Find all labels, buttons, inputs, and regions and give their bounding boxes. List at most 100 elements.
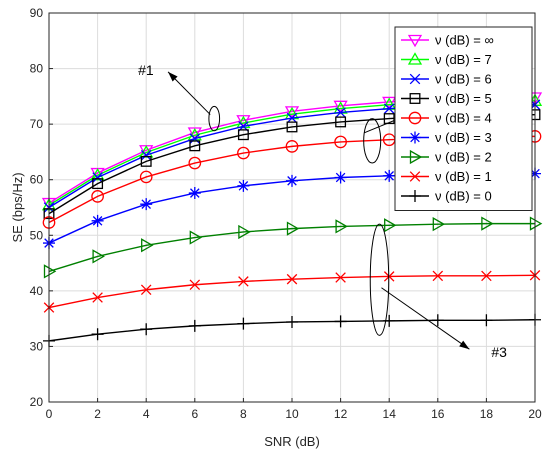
data-point (92, 292, 103, 303)
y-tick-label: 30 (30, 339, 44, 353)
legend-swatch-marker (409, 149, 423, 165)
data-point (43, 264, 57, 279)
data-point (91, 214, 104, 227)
legend-label: ν (dB) = 0 (435, 189, 492, 204)
legend-swatch-marker (407, 52, 423, 65)
x-tick-label: 20 (528, 407, 542, 421)
legend-label: ν (dB) = 2 (435, 150, 492, 165)
legend-label: ν (dB) = 6 (435, 72, 492, 87)
annotation-ellipse (363, 118, 382, 164)
x-tick-label: 6 (191, 407, 198, 421)
data-point (286, 221, 300, 236)
legend-label: ν (dB) = 7 (435, 52, 492, 67)
legend-label: ν (dB) = 1 (435, 169, 492, 184)
x-tick-label: 16 (431, 407, 445, 421)
legend-label: ν (dB) = 4 (435, 111, 492, 126)
annotation-label: #1 (138, 62, 154, 78)
y-tick-label: 60 (30, 173, 44, 187)
data-point (285, 140, 299, 153)
x-tick-label: 10 (285, 407, 299, 421)
data-point (188, 319, 201, 332)
data-point (139, 170, 153, 184)
data-point (189, 230, 203, 245)
axis-ticks: 0 2 4 6 8 10 12 14 16 18 20 20 30 40 50 60 70 80 90 (30, 6, 542, 421)
legend-swatch-marker (409, 131, 421, 144)
legend-entry: ν (dB) = 1 (401, 169, 492, 184)
y-tick-label: 50 (30, 228, 44, 242)
data-point (480, 314, 493, 327)
y-tick-label: 80 (30, 62, 44, 76)
data-point (431, 314, 444, 327)
data-point (91, 328, 104, 341)
data-point (335, 219, 348, 234)
data-point (237, 146, 250, 160)
data-point (334, 315, 347, 328)
legend-swatch-marker (409, 93, 421, 104)
legend-swatch-marker (409, 73, 421, 85)
legend-entry: ν (dB) = 2 (401, 150, 492, 165)
data-point (335, 272, 346, 283)
annotation-ellipse (369, 223, 390, 336)
legend-label: ν (dB) = ∞ (435, 33, 494, 48)
legend: ν (dB) = ∞ ν (dB) = 7 ν (dB) = 6 ν (dB) = 5… (394, 26, 533, 211)
data-point (238, 276, 249, 287)
data-point (238, 224, 251, 240)
data-point (92, 249, 105, 264)
data-point (383, 169, 396, 182)
data-point (432, 217, 446, 232)
data-point (335, 116, 347, 128)
data-point (140, 150, 152, 161)
data-point (383, 103, 395, 114)
arrow-head (459, 340, 470, 350)
annotation-ellipse (208, 105, 221, 132)
x-tick-label: 18 (480, 407, 494, 421)
data-point (335, 107, 346, 118)
data-point (187, 127, 202, 141)
data-point (286, 174, 298, 187)
legend-label: ν (dB) = 3 (435, 130, 492, 145)
annotation-label: #3 (491, 344, 507, 360)
data-point (481, 216, 494, 231)
data-point (384, 218, 397, 233)
x-tick-label: 8 (240, 407, 247, 421)
data-point (236, 115, 251, 129)
data-point (334, 171, 347, 184)
data-point (481, 270, 492, 282)
legend-entry: ν (dB) = 6 (401, 72, 492, 87)
y-tick-label: 70 (30, 117, 44, 131)
data-point (237, 317, 250, 330)
x-tick-label: 0 (46, 407, 53, 421)
legend-label: ν (dB) = 5 (435, 91, 492, 106)
legend-swatch-marker (408, 111, 422, 125)
data-point (237, 179, 250, 192)
legend-entry: ν (dB) = 7 (401, 52, 492, 67)
x-tick-label: 2 (94, 407, 101, 421)
data-point (383, 271, 395, 282)
annotation-arrow (167, 71, 211, 115)
data-point (286, 121, 298, 133)
y-axis-label: SE (bps/Hz) (10, 172, 25, 242)
data-point (91, 190, 104, 203)
x-axis-label: SNR (dB) (264, 434, 320, 449)
data-point (140, 284, 152, 296)
legend-swatch-marker (409, 190, 421, 202)
data-point (432, 270, 444, 282)
data-point (189, 279, 201, 291)
series-7 (43, 270, 541, 313)
data-point (92, 178, 104, 190)
data-point (286, 315, 298, 328)
arrow-head (168, 71, 178, 82)
data-point (92, 172, 103, 183)
legend-entry: ν (dB) = 0 (401, 189, 492, 204)
y-tick-label: 90 (30, 6, 44, 20)
x-tick-label: 12 (334, 407, 348, 421)
legend-entry: ν (dB) = ∞ (401, 33, 494, 48)
data-point (383, 113, 395, 125)
legend-entry: ν (dB) = 5 (401, 91, 492, 106)
series-6 (43, 216, 543, 279)
data-point (237, 129, 249, 141)
data-point (334, 135, 347, 149)
data-point (189, 140, 201, 152)
x-tick-label: 4 (143, 407, 150, 421)
